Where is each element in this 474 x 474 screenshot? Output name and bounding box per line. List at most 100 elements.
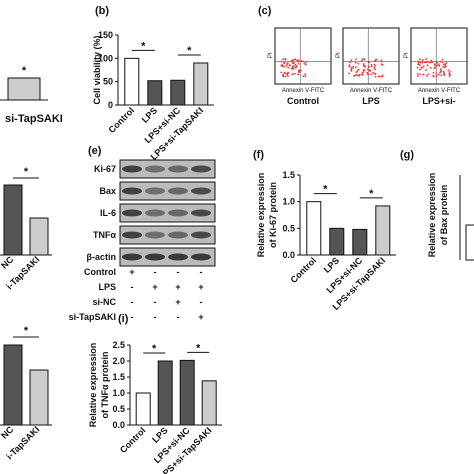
y-axis-label: PI	[404, 52, 410, 58]
band	[145, 187, 165, 195]
panel-label: (f)	[253, 149, 264, 161]
event	[360, 59, 363, 62]
x-axis-label: Annexin V-FITC	[282, 88, 325, 94]
event	[302, 60, 304, 63]
condition-sign: +	[198, 312, 203, 322]
event	[419, 64, 421, 67]
band	[168, 209, 188, 217]
event	[432, 71, 435, 74]
condition-sign: -	[131, 282, 134, 292]
y-axis-label: Relative expression	[427, 173, 437, 258]
event	[441, 58, 444, 61]
condition-sign: -	[154, 267, 157, 277]
band	[191, 253, 211, 261]
condition-label: si-NC	[92, 297, 116, 307]
event	[373, 66, 376, 69]
event	[348, 72, 351, 75]
event	[429, 67, 432, 69]
panel-label: (c)	[258, 5, 272, 17]
event	[368, 65, 371, 68]
condition-sign: -	[177, 312, 180, 322]
event	[292, 62, 295, 64]
event	[421, 59, 424, 62]
event	[361, 73, 364, 76]
group-label: LPS	[362, 96, 380, 106]
x-axis-label: Annexin V-FITC	[418, 88, 461, 94]
event	[428, 61, 431, 64]
blot-strip	[119, 225, 216, 245]
y-tick-label: 0.5	[282, 223, 295, 233]
event	[417, 61, 420, 64]
event	[354, 74, 357, 77]
band	[191, 187, 211, 195]
event	[352, 67, 354, 69]
x-tick-label: LPS	[140, 105, 159, 124]
condition-sign: -	[154, 297, 157, 307]
condition-sign: -	[131, 312, 134, 322]
event	[370, 63, 373, 66]
event	[443, 72, 445, 75]
event	[421, 61, 424, 64]
event	[374, 68, 376, 71]
category-label: si-TapSAKI	[5, 113, 63, 125]
event	[374, 75, 377, 78]
event	[286, 63, 288, 66]
event	[282, 75, 285, 78]
y-tick-label: 0.0	[282, 250, 295, 260]
band-label: Ki-67	[94, 164, 116, 174]
fragment-bar	[29, 369, 49, 426]
event	[350, 66, 353, 69]
event	[380, 60, 383, 63]
event	[357, 68, 360, 71]
condition-sign: -	[177, 267, 180, 277]
group-label: LPS+si-	[422, 96, 455, 106]
event	[422, 73, 425, 76]
event	[366, 73, 369, 76]
event	[304, 61, 307, 64]
event	[429, 61, 432, 64]
bar	[201, 380, 217, 426]
event	[362, 69, 365, 72]
band	[168, 253, 188, 261]
group-label: Control	[287, 96, 319, 106]
band	[191, 231, 211, 239]
event	[355, 58, 357, 61]
event	[440, 74, 443, 77]
y-axis-label: Relative expression	[88, 343, 98, 428]
y-axis-label: of Ki-67 protein	[268, 182, 278, 248]
blot-strip	[119, 247, 216, 267]
condition-sign: -	[200, 267, 203, 277]
event	[280, 60, 283, 63]
panel-label: (g)	[400, 149, 414, 161]
event	[355, 71, 358, 74]
event	[439, 71, 442, 74]
condition-sign: -	[200, 297, 203, 307]
event	[283, 65, 286, 68]
event	[374, 59, 377, 61]
event	[419, 61, 422, 64]
event	[449, 70, 451, 73]
event	[422, 65, 425, 68]
event	[367, 60, 370, 63]
bar	[352, 228, 368, 256]
flow-plot	[410, 27, 468, 85]
event	[356, 70, 359, 72]
event	[425, 69, 427, 71]
condition-sign: +	[129, 267, 134, 277]
significance: *	[141, 40, 146, 52]
condition-sign: +	[198, 282, 203, 292]
event	[357, 74, 359, 77]
event	[419, 68, 421, 71]
condition-sign: +	[175, 297, 180, 307]
event	[290, 59, 293, 62]
fragment-bar	[7, 77, 41, 101]
event	[352, 65, 355, 68]
event	[447, 69, 450, 72]
significance: *	[22, 65, 27, 77]
event	[287, 75, 289, 77]
event	[431, 61, 434, 63]
y-tick-label: 150	[98, 30, 113, 40]
event	[437, 63, 440, 66]
event	[417, 75, 419, 77]
significance: *	[24, 325, 29, 337]
